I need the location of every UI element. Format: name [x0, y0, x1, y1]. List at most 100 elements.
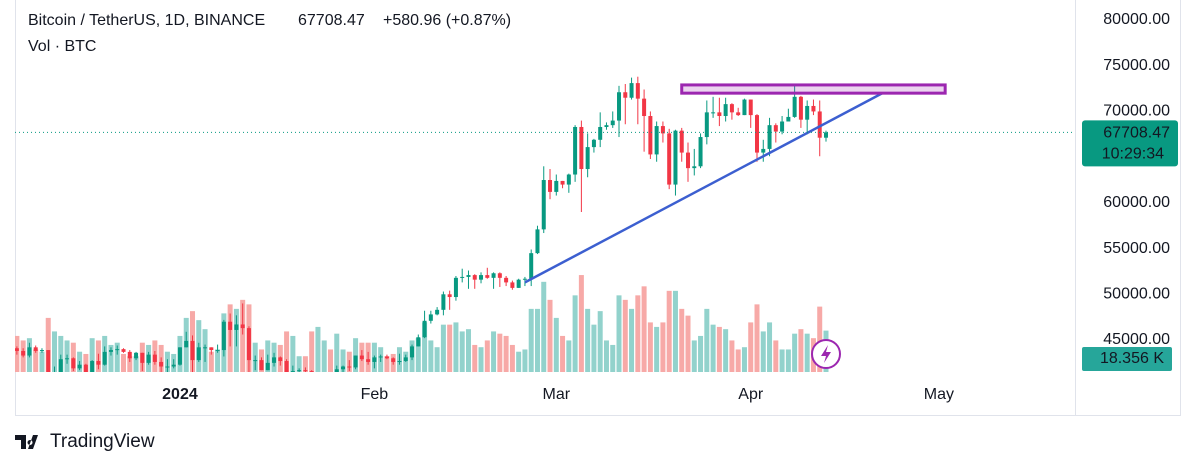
candle-body — [341, 366, 346, 370]
volume-bar — [660, 322, 666, 372]
candle-body — [39, 350, 44, 352]
volume-bar — [340, 349, 346, 372]
volume-bar — [58, 335, 64, 372]
volume-bar — [741, 347, 747, 372]
header-change: +580.96 (+0.87%) — [383, 12, 511, 29]
volume-title: Vol · BTC — [28, 38, 96, 55]
volume-bar — [528, 308, 534, 372]
volume-bar — [560, 335, 566, 372]
candle-body — [723, 104, 728, 117]
candle-body — [798, 96, 803, 120]
volume-bar — [597, 311, 603, 372]
candle-body — [215, 350, 220, 352]
volume-bar — [779, 349, 785, 372]
volume-bar — [121, 353, 127, 372]
candle-body — [686, 152, 691, 169]
volume-bar — [208, 351, 214, 372]
volume-bar — [353, 338, 359, 372]
candle-body — [334, 369, 339, 372]
x-tick-label: 2024 — [162, 386, 198, 403]
volume-bar — [70, 342, 76, 372]
price-label: 67708.47 — [1103, 125, 1170, 142]
volume-bar — [83, 353, 89, 372]
volume-bar — [327, 349, 333, 372]
volume-bar — [484, 340, 490, 372]
volume-bar — [629, 308, 635, 372]
volume-bar — [447, 324, 453, 372]
candle-body — [71, 358, 76, 369]
candle-body — [548, 180, 553, 192]
lightning-icon[interactable] — [811, 339, 841, 369]
volume-bar — [641, 286, 647, 372]
candle-body — [159, 361, 164, 367]
volume-bar — [497, 333, 503, 372]
candle-body — [416, 337, 421, 347]
candle-body — [704, 112, 709, 138]
candle-body — [171, 364, 176, 367]
volume-bar — [534, 308, 540, 372]
candle-body — [372, 357, 377, 362]
volume-bar — [315, 326, 321, 372]
candle-body — [397, 361, 402, 363]
candle-body — [591, 139, 596, 148]
candle-body — [209, 347, 214, 351]
price-label-box — [1082, 120, 1178, 167]
volume-bar — [45, 317, 51, 372]
candle-body — [33, 347, 38, 351]
candle-body — [359, 355, 364, 360]
candle-body — [428, 314, 433, 321]
volume-bar — [302, 356, 308, 372]
candle-body — [479, 275, 484, 280]
y-tick-label: 60000.00 — [1103, 194, 1170, 211]
candle-body — [472, 275, 477, 280]
volume-bar — [465, 329, 471, 372]
candle-body — [573, 126, 578, 175]
volume-bar — [428, 340, 434, 372]
range-rectangle — [680, 83, 947, 95]
candle-body — [246, 328, 251, 361]
candle-body — [566, 174, 571, 185]
candle-body — [121, 349, 126, 352]
candle-body — [184, 340, 189, 348]
candle-body — [203, 347, 208, 349]
candle-body — [585, 147, 590, 170]
volume-bar — [33, 349, 39, 372]
volume-bar — [309, 331, 315, 372]
candle-body — [278, 357, 283, 362]
volume-label: 18.356 K — [1100, 350, 1164, 367]
candle-body — [780, 121, 785, 132]
volume-bar — [654, 326, 660, 372]
volume-bar — [723, 329, 729, 372]
volume-bar — [334, 333, 340, 372]
candle-body — [654, 126, 659, 155]
volume-bar — [52, 331, 58, 372]
volume-bar — [710, 324, 716, 372]
volume-bar — [440, 324, 446, 372]
candle-body — [234, 324, 239, 330]
candle-body — [491, 273, 496, 278]
icon-bolt — [821, 345, 831, 363]
candle-body — [786, 116, 791, 122]
candle-body — [422, 320, 427, 338]
volume-bar — [491, 331, 497, 372]
candle-body — [623, 92, 628, 98]
candle-body — [817, 111, 822, 138]
volume-bar — [754, 304, 760, 372]
candle-body — [152, 354, 157, 362]
candle-body — [96, 361, 101, 365]
volume-bar — [578, 275, 584, 372]
candle-body — [353, 355, 358, 368]
candle-body — [290, 371, 295, 372]
candle-body — [378, 356, 383, 358]
volume-bar — [453, 322, 459, 372]
candle-body — [127, 351, 132, 359]
drawings — [524, 83, 947, 284]
candle-body — [284, 361, 289, 372]
candle-body — [504, 277, 509, 283]
candle-body — [221, 321, 226, 351]
x-tick-label: Feb — [361, 386, 389, 403]
candle-body — [642, 98, 647, 117]
candle-body — [811, 105, 816, 112]
volume-bar — [666, 290, 672, 372]
trend-line — [524, 92, 884, 284]
